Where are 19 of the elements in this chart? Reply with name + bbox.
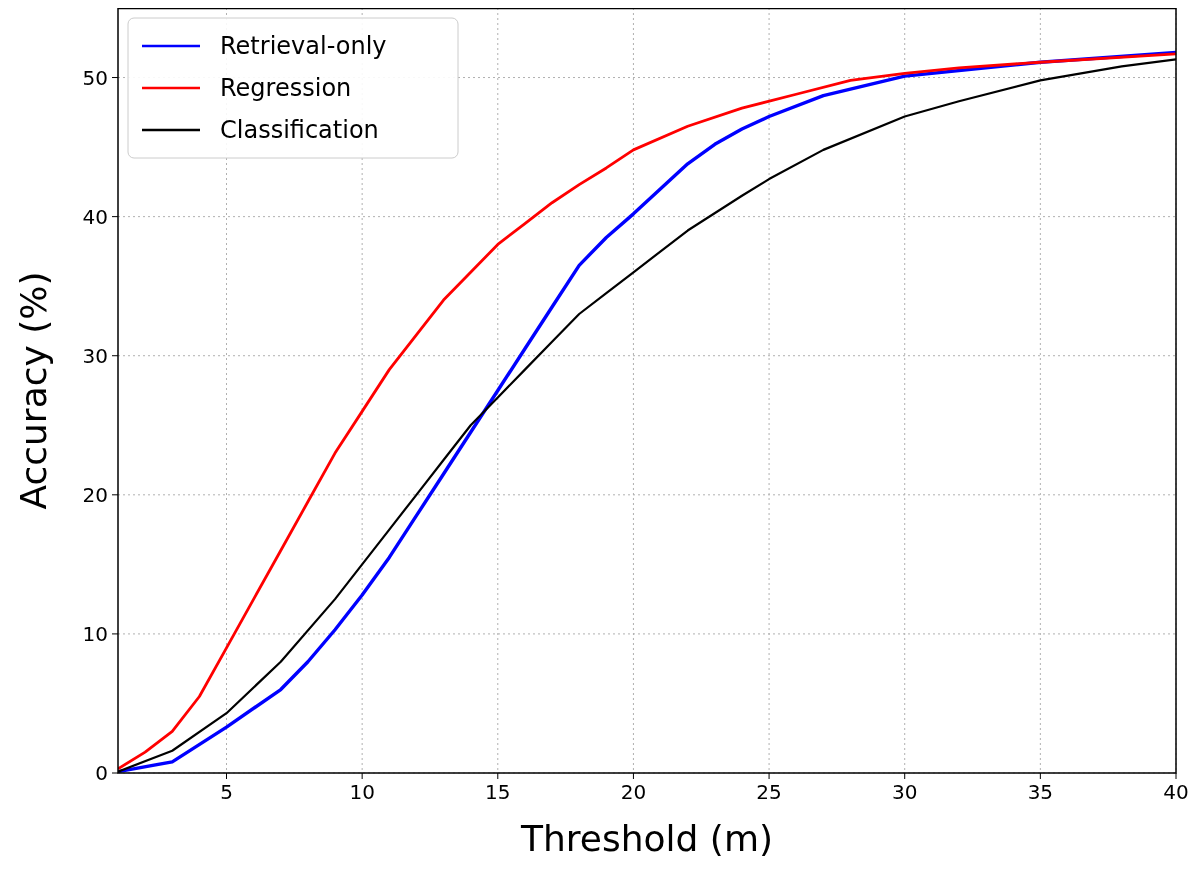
legend-label: Classification [220,116,379,144]
x-tick-label: 5 [220,780,233,804]
x-tick-label: 25 [756,780,782,804]
x-tick-label: 30 [891,780,918,804]
x-tick-label: 35 [1027,780,1054,804]
y-tick-label: 20 [82,482,108,507]
y-tick-label: 0 [95,761,108,785]
y-axis-title: Accuracy (%) [13,271,54,510]
legend-label: Regression [220,74,352,102]
x-tick-label: 10 [349,780,375,804]
y-tick-label: 30 [82,343,108,368]
y-tick-label: 40 [82,204,108,229]
y-tick-label: 50 [82,65,108,90]
x-tick-label: 40 [1163,780,1189,804]
x-tick-label: 15 [485,780,511,804]
legend-label: Retrieval-only [220,32,387,60]
y-tick-label: 10 [82,621,108,646]
x-tick-label: 20 [620,780,647,804]
x-axis-title: Threshold (m) [519,818,774,859]
